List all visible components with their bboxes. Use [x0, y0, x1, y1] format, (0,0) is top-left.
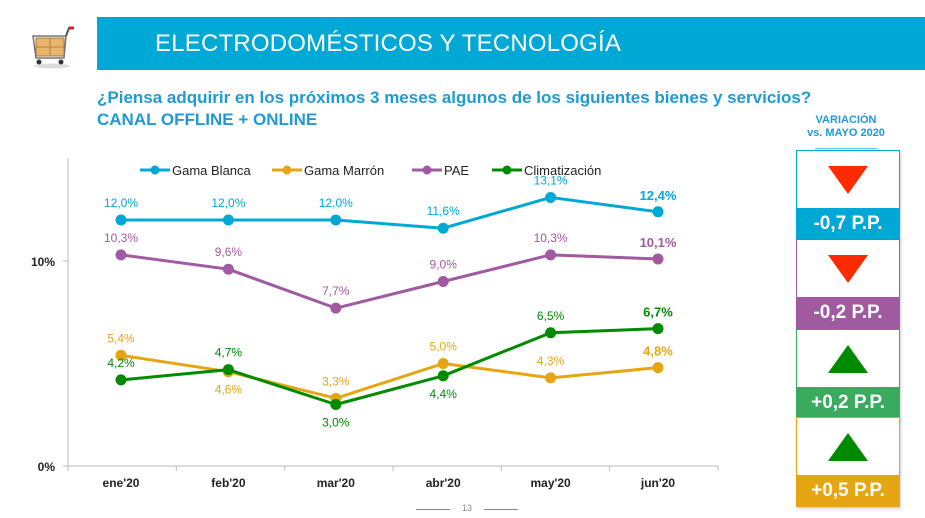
data-label: 5,4% — [107, 331, 135, 345]
data-label: 4,4% — [430, 387, 458, 401]
series-line — [120, 253, 659, 310]
data-label: 9,6% — [215, 245, 243, 259]
data-label: 13,1% — [534, 173, 568, 187]
shopping-cart-icon — [32, 26, 74, 69]
data-label: 10,3% — [104, 231, 138, 245]
arrow-down-icon — [828, 165, 868, 194]
legend-label: Gama Blanca — [172, 163, 252, 178]
x-tick-label: jun'20 — [640, 476, 676, 490]
legend-label: Climatización — [524, 163, 601, 178]
data-point — [652, 362, 664, 374]
series-line — [121, 195, 659, 230]
data-point — [115, 214, 127, 226]
series-line — [120, 327, 659, 406]
data-point — [330, 214, 342, 226]
header-bar: ELECTRODOMÉSTICOS Y TECNOLOGÍA — [97, 17, 925, 70]
x-tick-label: may'20 — [530, 476, 571, 490]
legend-marker — [422, 165, 432, 175]
data-point — [222, 364, 234, 376]
data-point — [545, 372, 557, 384]
data-label: 7,7% — [322, 284, 350, 298]
data-label: 5,0% — [430, 340, 458, 354]
data-point — [545, 327, 557, 339]
legend-marker — [502, 165, 512, 175]
data-point — [115, 374, 127, 386]
arrow-up-icon — [828, 344, 868, 373]
page-number: 13 — [462, 503, 473, 513]
data-label: 12,4% — [640, 188, 677, 203]
variation-title-line1: VARIACIÓN — [815, 114, 877, 126]
y-tick-label: 0% — [38, 460, 56, 474]
variation-card: -0,2 P.P. — [796, 239, 900, 329]
data-point — [545, 191, 557, 203]
legend-label: Gama Marrón — [304, 163, 384, 178]
divider — [484, 509, 518, 510]
arrow-area — [797, 330, 899, 387]
data-label: 4,7% — [215, 346, 243, 360]
arrow-up-icon — [828, 432, 868, 461]
data-label: 3,0% — [322, 416, 350, 430]
data-label: 6,5% — [537, 309, 565, 323]
data-label: 9,0% — [430, 258, 458, 272]
data-label: 4,6% — [215, 383, 243, 397]
variation-card: +0,5 P.P. — [796, 417, 900, 507]
data-point — [222, 214, 234, 226]
data-label: 11,6% — [427, 204, 460, 218]
data-point — [222, 263, 234, 275]
data-point — [652, 253, 664, 265]
variation-value: +0,5 P.P. — [797, 475, 899, 506]
data-point — [330, 399, 342, 410]
arrow-area — [797, 240, 899, 297]
variation-card: +0,2 P.P. — [796, 329, 900, 419]
x-tick-label: ene'20 — [103, 476, 140, 490]
data-label: 6,7% — [643, 305, 673, 320]
data-label: 4,2% — [107, 356, 135, 370]
data-label: 10,1% — [640, 235, 677, 250]
variation-value: -0,2 P.P. — [797, 297, 899, 328]
data-label: 10,3% — [534, 231, 568, 245]
data-label: 4,8% — [643, 344, 673, 359]
legend-marker — [282, 165, 292, 175]
arrow-down-icon — [828, 254, 868, 283]
legend-label: PAE — [444, 163, 469, 178]
data-point — [652, 206, 664, 218]
data-point — [545, 249, 557, 261]
data-label: 12,0% — [104, 196, 138, 210]
data-label: 3,3% — [322, 374, 350, 388]
channel-subtitle: CANAL OFFLINE + ONLINE — [97, 110, 318, 129]
variation-value: +0,2 P.P. — [797, 387, 899, 418]
data-point — [437, 358, 449, 369]
divider — [815, 148, 877, 149]
data-point — [437, 222, 449, 234]
data-label: 12,0% — [319, 196, 353, 210]
x-tick-label: abr'20 — [426, 476, 461, 490]
variation-title-line2: vs. MAYO 2020 — [807, 127, 885, 139]
variation-title: VARIACIÓN vs. MAYO 2020 — [787, 114, 905, 140]
arrow-area — [797, 418, 899, 475]
data-point — [115, 249, 127, 261]
x-tick-label: mar'20 — [317, 476, 356, 490]
data-label: 4,3% — [537, 354, 565, 368]
arrow-area — [797, 151, 899, 208]
data-label: 12,0% — [211, 196, 245, 210]
y-tick-label: 10% — [31, 255, 55, 269]
variation-card: -0,7 P.P. — [796, 150, 900, 240]
data-point — [330, 302, 342, 314]
x-tick-label: feb'20 — [211, 476, 246, 490]
divider — [416, 509, 450, 510]
data-point — [437, 276, 449, 287]
data-point — [115, 349, 127, 361]
survey-question: ¿Piensa adquirir en los próximos 3 meses… — [97, 88, 812, 107]
line-chart: 0% 10% ene'20 feb'20 mar'20 abr'20 may'20 jun'2… — [31, 158, 719, 490]
data-point — [652, 323, 664, 335]
series-line — [120, 353, 659, 400]
data-point — [437, 370, 449, 382]
page-title: ELECTRODOMÉSTICOS Y TECNOLOGÍA — [155, 30, 622, 57]
legend-marker — [150, 165, 160, 175]
variation-value: -0,7 P.P. — [797, 208, 899, 239]
